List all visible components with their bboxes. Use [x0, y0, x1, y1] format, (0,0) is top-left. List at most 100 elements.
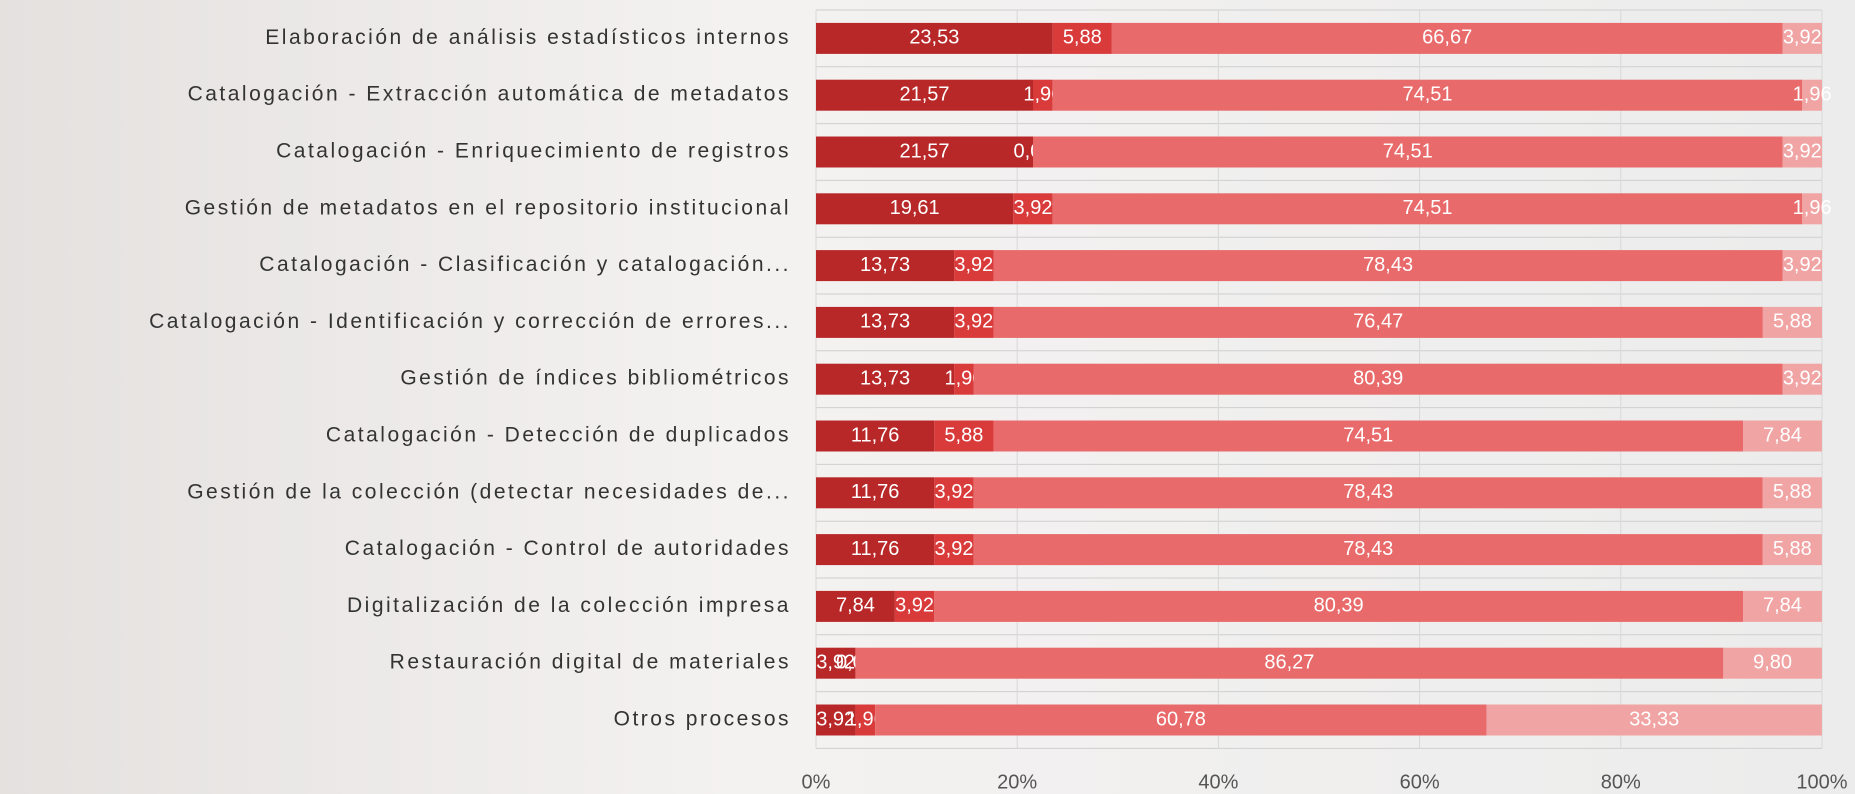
value-label: 3,92: [1783, 254, 1822, 276]
category-label: Catalogación - Clasificación y catalogac…: [259, 253, 791, 276]
x-tick-label: 100%: [1796, 771, 1847, 793]
value-label: 1,96: [1793, 83, 1832, 105]
value-label: 3,92: [1014, 197, 1053, 219]
value-label: 33,33: [1629, 708, 1679, 730]
value-label: 9,80: [1753, 651, 1792, 673]
bar-segment: [1782, 363, 1822, 395]
bar-segment: [1802, 79, 1822, 111]
value-label: 3,92: [954, 311, 993, 333]
bar-segment: [816, 647, 856, 679]
bar-segment: [973, 363, 1783, 395]
bar-segment: [993, 420, 1744, 452]
value-label: 7,84: [1763, 595, 1802, 617]
x-tick-label: 80%: [1601, 771, 1641, 793]
value-label: 74,51: [1402, 83, 1452, 105]
value-label: 80,39: [1314, 595, 1364, 617]
value-label: 3,92: [954, 254, 993, 276]
value-label: 74,51: [1383, 140, 1433, 162]
x-tick-label: 20%: [997, 771, 1037, 793]
bar-segment: [1032, 136, 1783, 168]
value-label: 3,92: [1783, 27, 1822, 49]
bar-segment: [875, 704, 1487, 736]
bar-segment: [1762, 306, 1822, 338]
value-label: 13,73: [860, 367, 910, 389]
value-label: 19,61: [890, 197, 940, 219]
bar-segment: [1052, 79, 1803, 111]
bar-segment: [1032, 79, 1053, 111]
value-label: 3,92: [1783, 140, 1822, 162]
value-label: 76,47: [1353, 311, 1403, 333]
value-label: 5,88: [1063, 27, 1102, 49]
bar-segment: [1762, 477, 1822, 509]
value-label: 5,88: [944, 424, 983, 446]
value-label: 21,57: [899, 140, 949, 162]
bar-segment: [1802, 193, 1822, 225]
value-label: 66,67: [1422, 27, 1472, 49]
bar-segment: [816, 22, 1053, 54]
bar-segment: [816, 306, 955, 338]
bar-segment: [993, 306, 1763, 338]
category-label: Catalogación - Detección de duplicados: [326, 424, 791, 447]
bar-segment: [1762, 534, 1822, 566]
bar-segment: [894, 590, 935, 622]
bar-segment: [954, 363, 974, 395]
value-label: 74,51: [1402, 197, 1452, 219]
value-label: 74,51: [1343, 424, 1393, 446]
x-tick-label: 60%: [1400, 771, 1440, 793]
bar-segment: [816, 363, 955, 395]
bar-segment: [816, 193, 1014, 225]
value-label: 5,88: [1773, 481, 1812, 503]
value-label: 3,92: [895, 595, 934, 617]
bar-segment: [993, 250, 1783, 282]
value-label: 80,39: [1353, 367, 1403, 389]
value-label: 3,92: [816, 651, 855, 673]
value-label: 3,92: [935, 481, 974, 503]
value-label: 7,84: [836, 595, 875, 617]
bar-segment: [816, 250, 955, 282]
bar-segment: [1013, 193, 1053, 225]
bar-segment: [816, 534, 935, 566]
value-label: 3,92: [935, 538, 974, 560]
value-label: 13,73: [860, 254, 910, 276]
bar-segment: [934, 477, 974, 509]
category-label: Gestión de metadatos en el repositorio i…: [185, 196, 791, 219]
value-label: 1,96: [846, 708, 885, 730]
bar-segment: [1052, 22, 1112, 54]
bar-segment: [934, 534, 974, 566]
bar-segment: [973, 477, 1763, 509]
value-label: 86,27: [1264, 651, 1314, 673]
category-label: Gestión de índices bibliométricos: [400, 367, 791, 390]
value-label: 3,92: [816, 708, 855, 730]
bar-segment: [934, 590, 1744, 622]
category-label: Restauración digital de materiales: [390, 651, 791, 674]
category-label: Elaboración de análisis estadísticos int…: [265, 26, 791, 49]
value-label: 21,57: [899, 83, 949, 105]
bar-segment: [1486, 704, 1822, 736]
category-label: Digitalización de la colección impresa: [347, 594, 791, 617]
bar-segment: [1111, 22, 1783, 54]
value-label: 11,76: [851, 481, 900, 503]
value-label: 78,43: [1363, 254, 1413, 276]
bar-segment: [816, 590, 895, 622]
value-label: 1,96: [1023, 83, 1062, 105]
bar-segment: [816, 477, 935, 509]
bar-segment: [1052, 193, 1803, 225]
value-label: 1,96: [945, 367, 984, 389]
category-label: Otros procesos: [614, 708, 791, 731]
category-label: Catalogación - Control de autoridades: [345, 537, 791, 560]
bar-segment: [816, 136, 1033, 168]
category-label: Gestión de la colección (detectar necesi…: [187, 480, 791, 503]
bar-segment: [816, 420, 935, 452]
category-label: Catalogación - Identificación y correcci…: [149, 310, 791, 333]
bar-segment: [954, 306, 994, 338]
value-label: 5,88: [1773, 311, 1812, 333]
bar-segment: [973, 534, 1763, 566]
x-tick-label: 40%: [1198, 771, 1238, 793]
value-label: 11,76: [851, 538, 900, 560]
category-label: Catalogación - Enriquecimiento de regist…: [276, 140, 791, 163]
value-label: 1,96: [1793, 197, 1832, 219]
bar-segment: [855, 704, 876, 736]
value-label: 13,73: [860, 311, 910, 333]
bar-segment: [1782, 250, 1822, 282]
